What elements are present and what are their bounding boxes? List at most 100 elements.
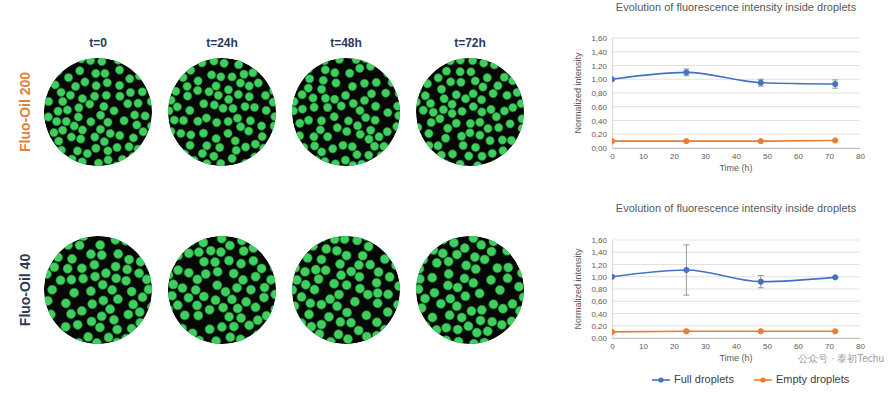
droplet [194, 248, 203, 257]
droplet [269, 87, 277, 95]
series-marker [833, 329, 838, 334]
y-tick: 1,20 [591, 62, 612, 71]
droplet [363, 290, 372, 299]
droplet [66, 309, 75, 318]
droplet [288, 333, 297, 342]
y-tick: 0,80 [591, 285, 612, 294]
droplet [293, 70, 301, 78]
y-tick-label: 0,00 [591, 334, 607, 343]
droplet [239, 246, 248, 255]
droplet [330, 112, 338, 120]
droplet [198, 149, 206, 157]
droplet [77, 306, 86, 315]
droplet [428, 235, 437, 244]
image-background [44, 58, 152, 166]
droplet [205, 325, 214, 334]
droplet [67, 254, 76, 263]
droplet [96, 111, 104, 119]
droplet [378, 236, 387, 245]
droplet [494, 123, 502, 131]
droplet [345, 69, 353, 77]
series-marker [684, 139, 689, 144]
droplet [317, 320, 326, 329]
droplet [353, 236, 362, 245]
droplet [176, 238, 185, 247]
image-background [44, 236, 152, 344]
x-tick: 30 [701, 148, 710, 161]
droplet [40, 154, 48, 162]
droplet [48, 325, 57, 334]
droplet [169, 153, 177, 161]
droplet [373, 299, 382, 308]
y-tick: 0,40 [591, 117, 612, 126]
droplet [480, 255, 489, 264]
droplet [45, 241, 54, 250]
droplet [41, 68, 49, 76]
droplet [477, 240, 486, 249]
droplet [361, 54, 369, 62]
droplet [358, 251, 367, 260]
droplet [113, 143, 121, 151]
droplet [73, 320, 82, 329]
droplet [380, 142, 388, 150]
droplet [309, 94, 317, 102]
droplet [290, 301, 299, 310]
droplet [461, 292, 470, 301]
droplet [271, 305, 280, 314]
droplet [106, 305, 115, 314]
droplet [329, 279, 338, 288]
droplet [517, 268, 526, 277]
droplet [417, 233, 426, 242]
image-background [292, 236, 400, 344]
droplet [49, 155, 57, 163]
droplet [236, 313, 245, 322]
droplet [147, 97, 155, 105]
droplet [290, 139, 298, 147]
droplet [115, 81, 123, 89]
droplet [97, 312, 106, 321]
droplet [513, 88, 521, 96]
droplet [290, 97, 298, 105]
droplet [224, 129, 232, 137]
series-marker [758, 279, 763, 284]
droplet [323, 133, 331, 141]
droplet [487, 247, 496, 256]
droplet [270, 263, 279, 272]
grid-line [612, 252, 860, 253]
droplet [249, 243, 258, 252]
droplet [483, 327, 492, 336]
droplet [417, 159, 425, 167]
droplet [434, 142, 442, 150]
droplet [116, 131, 124, 139]
droplet [318, 232, 327, 241]
grid-line [612, 276, 860, 277]
droplet [330, 95, 338, 103]
droplet [446, 294, 455, 303]
y-axis-title: Normalized intensity [573, 248, 583, 330]
droplet [414, 285, 423, 294]
droplet [444, 124, 452, 132]
droplet [104, 147, 112, 155]
droplet [321, 66, 329, 74]
droplet [322, 244, 331, 253]
droplet [58, 126, 66, 134]
droplet [92, 82, 100, 90]
droplet [296, 119, 304, 127]
droplet [138, 293, 147, 302]
droplet [466, 129, 474, 137]
droplet [371, 116, 379, 124]
droplet [136, 55, 144, 63]
grid-line [612, 51, 860, 52]
droplet [73, 147, 81, 155]
droplet [342, 251, 351, 260]
droplet [98, 57, 106, 65]
droplet [362, 231, 371, 240]
droplet [241, 159, 249, 167]
droplet [315, 330, 324, 339]
series-marker [833, 275, 838, 280]
x-tick-label: 60 [794, 342, 803, 351]
y-tick: 1,60 [591, 236, 612, 245]
droplet [74, 338, 83, 347]
droplet [142, 275, 151, 284]
droplet [417, 67, 425, 75]
